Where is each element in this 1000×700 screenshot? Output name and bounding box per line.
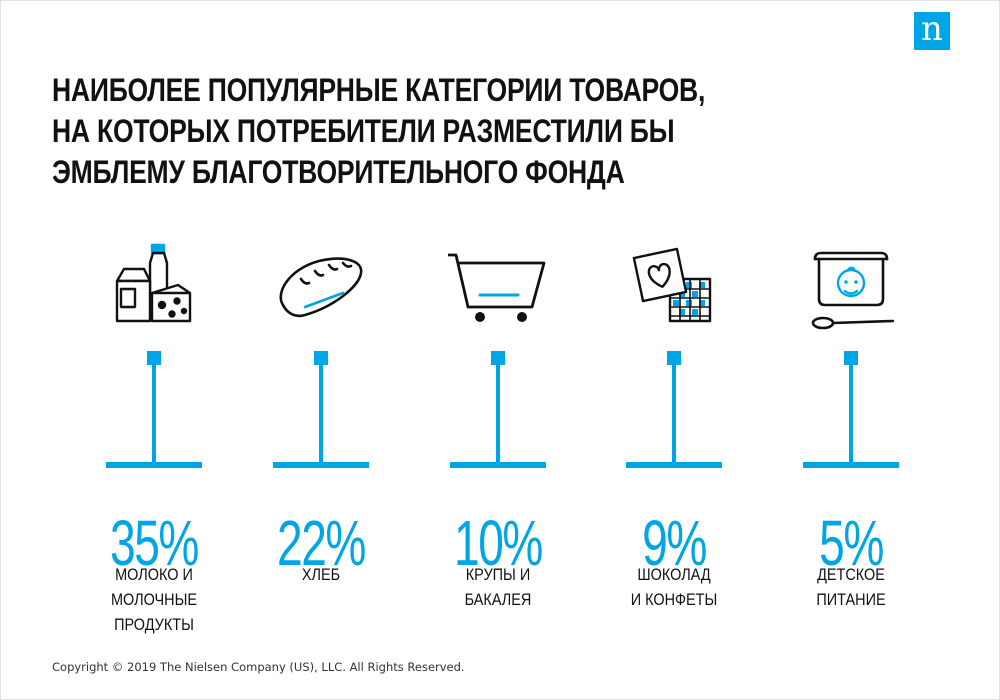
copyright-footer: Copyright © 2019 The Nielsen Company (US… bbox=[52, 660, 465, 674]
percent-value: 9% bbox=[642, 507, 707, 579]
percent-value: 5% bbox=[819, 507, 884, 579]
marker-stem bbox=[273, 351, 369, 468]
bread-icon bbox=[279, 257, 363, 318]
label-line: ДЕТСКОЕ bbox=[817, 565, 885, 584]
label-line: МОЛОКО И МОЛОЧНЫЕ bbox=[110, 565, 198, 609]
label-line: ХЛЕБ bbox=[301, 565, 341, 584]
title-line: ЭМБЛЕМУ БЛАГОТВОРИТЕЛЬНОГО ФОНДА bbox=[52, 154, 625, 190]
percent-value: 35% bbox=[110, 507, 199, 579]
milk-dairy-icon bbox=[115, 243, 192, 323]
marker-stem bbox=[450, 351, 546, 468]
marker-stem bbox=[626, 351, 722, 468]
category-label: МОЛОКО И МОЛОЧНЫЕ ПРОДУКТЫ bbox=[71, 562, 238, 637]
chocolate-icon bbox=[632, 247, 712, 323]
percent-value: 10% bbox=[454, 507, 543, 579]
label-line: И КОНФЕТЫ bbox=[630, 590, 718, 609]
shopping-cart-icon bbox=[448, 253, 546, 322]
label-line: БАКАЛЕЯ bbox=[464, 590, 532, 609]
category-bread: 22% ХЛЕБ bbox=[233, 230, 409, 620]
title-line: НА КОТОРЫХ ПОТРЕБИТЕЛИ РАЗМЕСТИЛИ БЫ bbox=[52, 113, 675, 149]
label-line: КРУПЫ И bbox=[465, 565, 531, 584]
nielsen-logo: n bbox=[914, 12, 950, 50]
label-line: ПРОДУКТЫ bbox=[114, 615, 194, 634]
category-label: ДЕТСКОЕ ПИТАНИЕ bbox=[768, 562, 935, 612]
category-label: ХЛЕБ bbox=[238, 562, 405, 587]
category-groceries: 10% КРУПЫ И БАКАЛЕЯ bbox=[410, 230, 586, 620]
page-title: НАИБОЛЕЕ ПОПУЛЯРНЫЕ КАТЕГОРИИ ТОВАРОВ, Н… bbox=[52, 70, 812, 193]
baby-food-icon bbox=[811, 251, 895, 330]
marker-stem bbox=[803, 351, 899, 468]
category-chocolate: 9% ШОКОЛАД И КОНФЕТЫ bbox=[586, 230, 762, 620]
category-label: КРУПЫ И БАКАЛЕЯ bbox=[415, 562, 582, 612]
category-baby-food: 5% ДЕТСКОЕ ПИТАНИЕ bbox=[763, 230, 939, 620]
label-line: ПИТАНИЕ bbox=[816, 590, 886, 609]
marker-stem bbox=[106, 351, 202, 468]
category-milk: 35% МОЛОКО И МОЛОЧНЫЕ ПРОДУКТЫ bbox=[66, 230, 242, 634]
title-line: НАИБОЛЕЕ ПОПУЛЯРНЫЕ КАТЕГОРИИ ТОВАРОВ, bbox=[52, 72, 706, 108]
category-label: ШОКОЛАД И КОНФЕТЫ bbox=[591, 562, 758, 612]
percent-value: 22% bbox=[277, 507, 366, 579]
label-line: ШОКОЛАД bbox=[637, 565, 711, 584]
